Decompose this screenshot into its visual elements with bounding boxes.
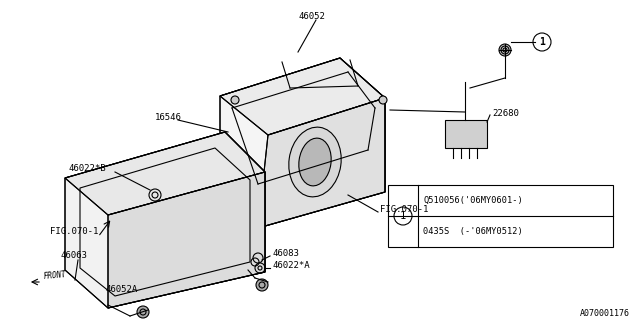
Polygon shape [220, 58, 385, 228]
Text: Q510056('06MY0601-): Q510056('06MY0601-) [423, 196, 523, 205]
Polygon shape [108, 172, 265, 308]
Text: 46022*A: 46022*A [272, 261, 310, 270]
Text: 1: 1 [400, 211, 406, 221]
Ellipse shape [299, 138, 331, 186]
Text: 1: 1 [539, 37, 545, 47]
Bar [388, 185, 613, 247]
Text: 46083: 46083 [272, 250, 299, 259]
Text: FIG.070-1: FIG.070-1 [380, 205, 428, 214]
Circle shape [256, 279, 268, 291]
Circle shape [231, 96, 239, 104]
Text: 22680: 22680 [492, 108, 519, 117]
Polygon shape [65, 132, 265, 215]
Circle shape [394, 207, 412, 225]
Polygon shape [220, 58, 385, 135]
Polygon shape [258, 98, 385, 228]
Text: FIG.070-1: FIG.070-1 [50, 228, 99, 236]
Text: A070001176: A070001176 [580, 309, 630, 318]
Polygon shape [65, 132, 265, 308]
Text: 16546: 16546 [155, 113, 182, 122]
Text: 46052A: 46052A [105, 285, 137, 294]
Text: 46022*B: 46022*B [68, 164, 106, 172]
Text: 0435S  (-'06MY0512): 0435S (-'06MY0512) [423, 227, 523, 236]
Text: 46063: 46063 [60, 251, 87, 260]
Bar [445, 120, 487, 148]
Ellipse shape [289, 127, 341, 197]
Circle shape [499, 44, 511, 56]
Circle shape [533, 33, 551, 51]
Circle shape [137, 306, 149, 318]
Circle shape [379, 96, 387, 104]
Text: FRONT: FRONT [43, 270, 67, 282]
Text: 46052: 46052 [298, 12, 325, 20]
